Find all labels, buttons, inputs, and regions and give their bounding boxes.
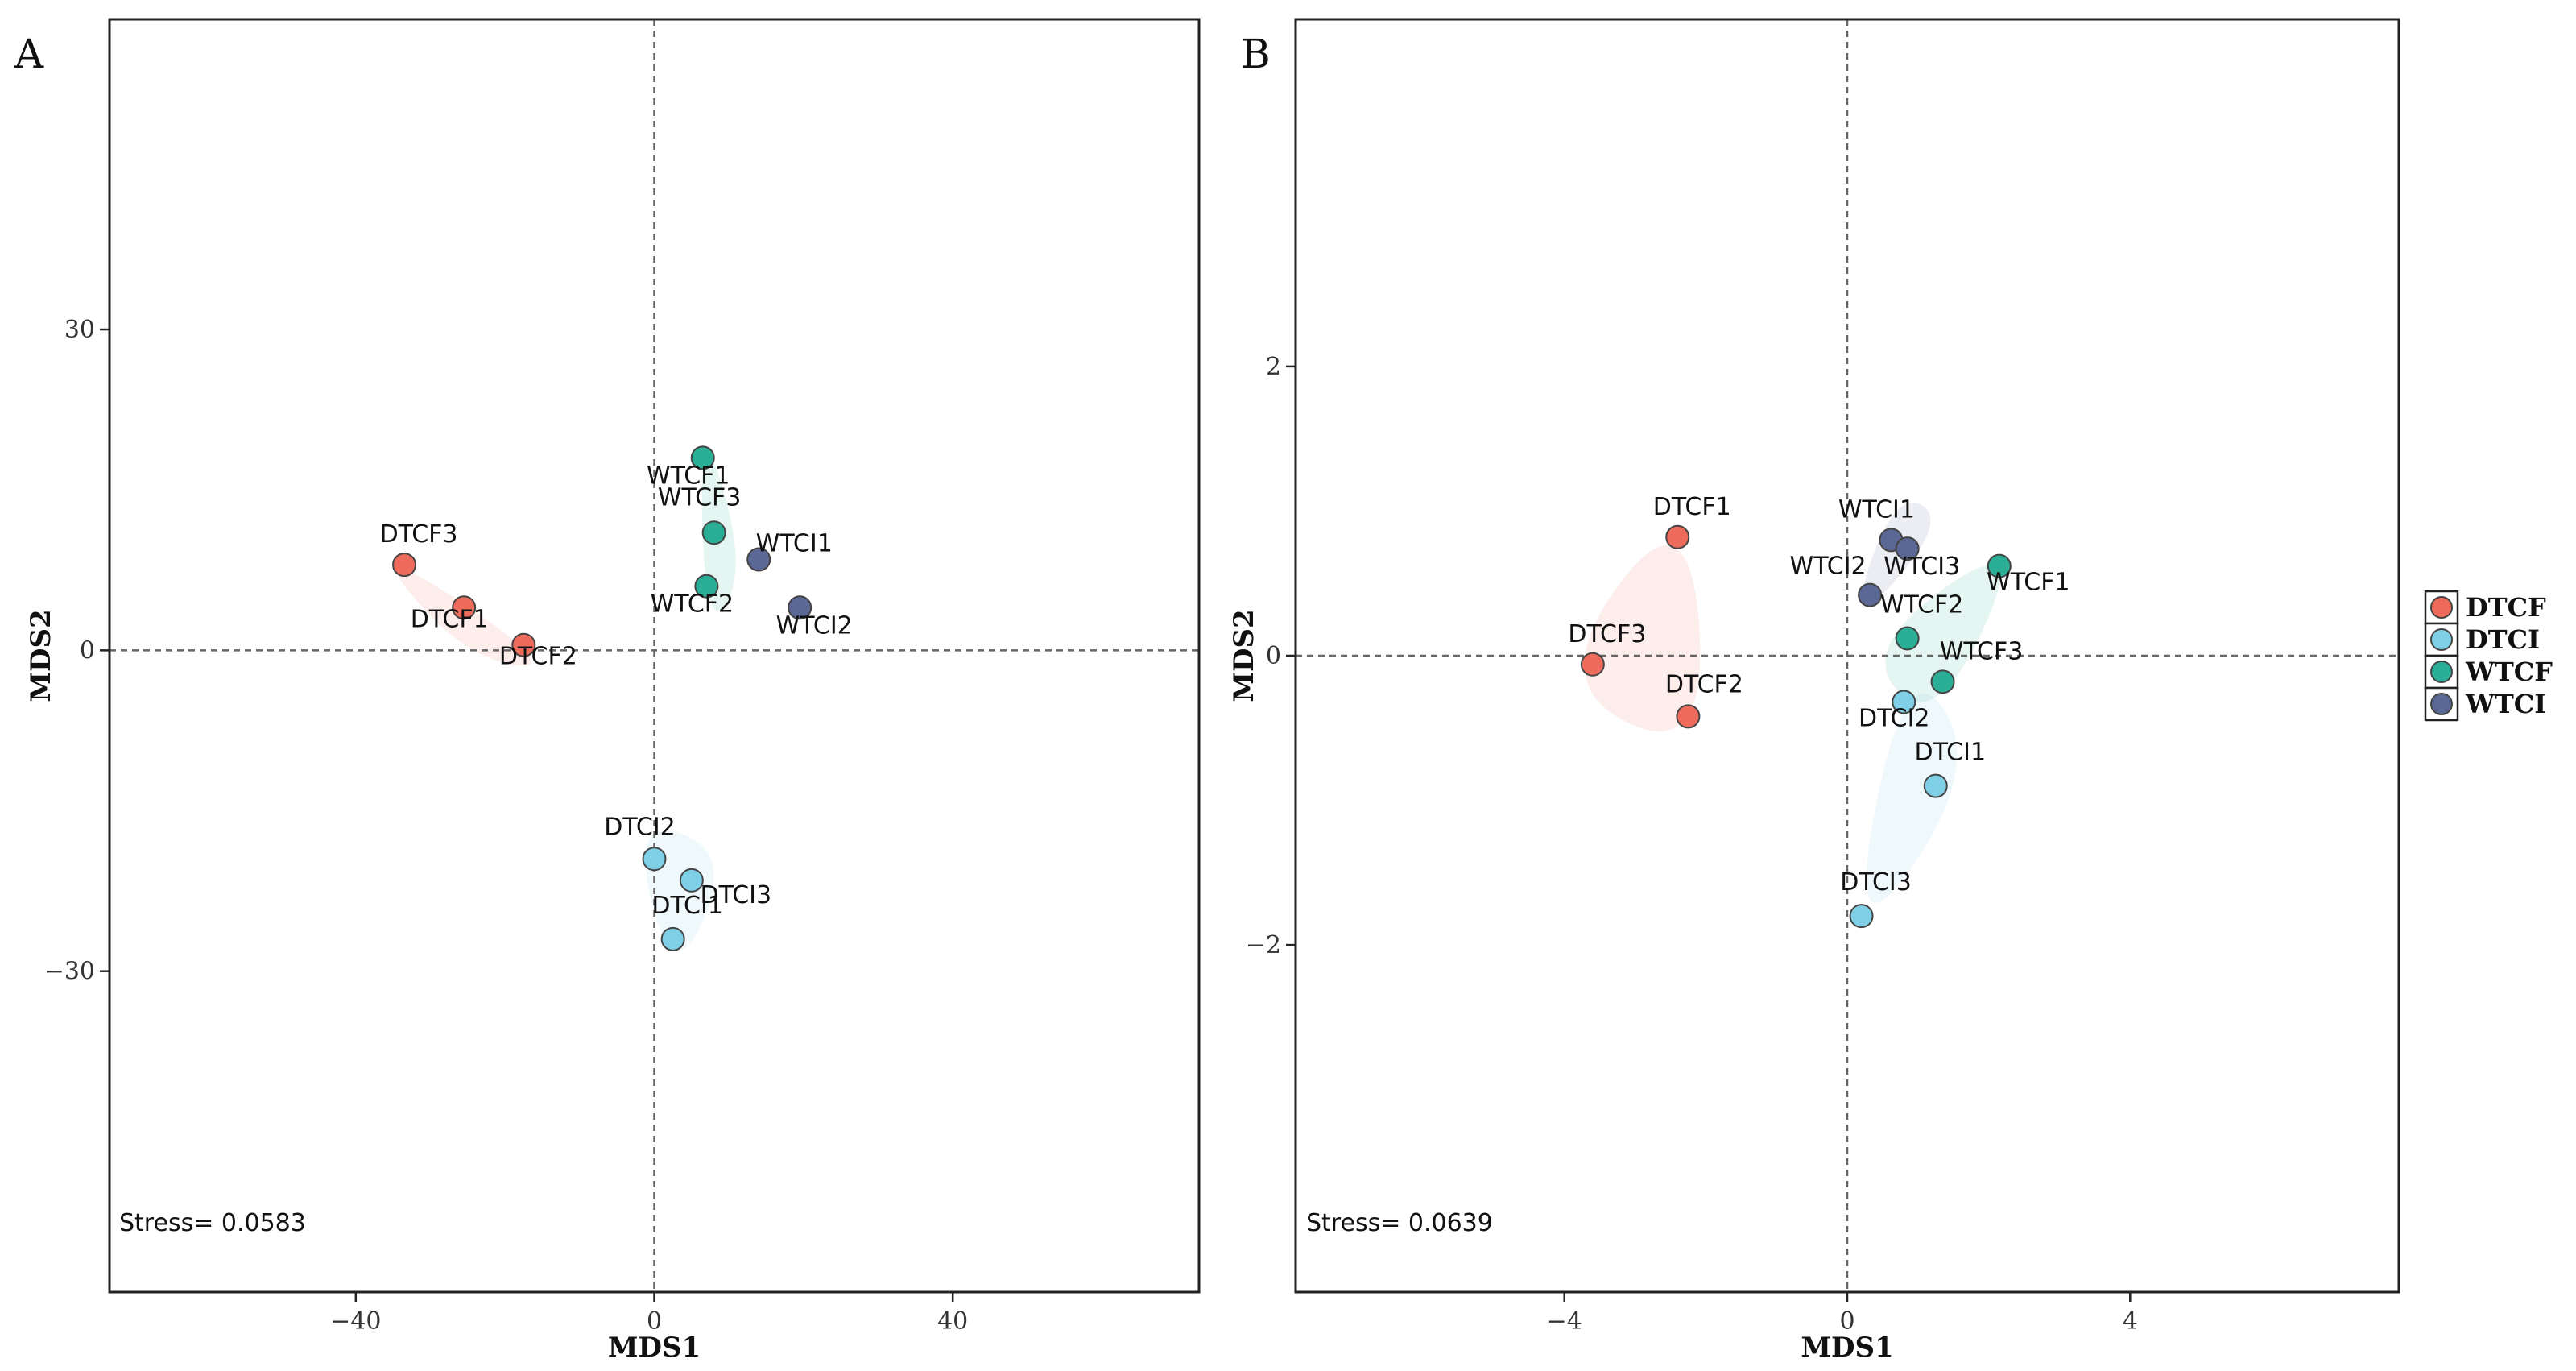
hull-dtci <box>1866 694 1958 903</box>
point-wtci3 <box>1895 536 1920 561</box>
legend-marker-wtcf <box>2430 661 2453 683</box>
y-tick-label: −30 <box>44 958 95 986</box>
point-dtcf2 <box>1676 704 1701 729</box>
y-tick-label: 0 <box>80 636 95 665</box>
panel-B: B −4 0 4 −2 0 2 MDS1 MDS2 DTCF1 DTCF2 DTCF3 DTCI1 DTC… <box>1228 18 2400 1364</box>
point-label-wtci3: WTCI3 <box>1883 553 1960 581</box>
x-axis-title: MDS1 <box>608 1332 701 1364</box>
point-label-wtcf2: WTCF2 <box>651 590 734 619</box>
y-axis-title: MDS2 <box>1228 609 1260 702</box>
point-dtci3 <box>1849 904 1874 929</box>
point-wtcf3 <box>1930 669 1955 694</box>
point-wtci1 <box>746 547 771 572</box>
point-dtcf2 <box>511 632 536 657</box>
point-wtcf3 <box>701 520 726 545</box>
point-label-dtcf3: DTCF3 <box>1568 620 1646 648</box>
point-dtci1 <box>1923 773 1948 798</box>
y-tick-label: 0 <box>1266 642 1281 670</box>
stress-annotation: Stress= 0.0639 <box>1306 1209 1493 1237</box>
legend-marker-dtcf <box>2430 596 2453 619</box>
legend-label-wtci: WTCI <box>2465 689 2546 719</box>
x-tick-label: 0 <box>647 1307 662 1336</box>
point-label-dtci3: DTCI3 <box>1840 868 1912 897</box>
legend-marker-dtci <box>2430 628 2453 651</box>
x-tick-label: 0 <box>1839 1307 1854 1336</box>
point-label-wtcf3: WTCF3 <box>658 483 742 512</box>
point-label-wtci2: WTCI2 <box>776 611 853 640</box>
point-dtci1 <box>660 926 685 951</box>
x-tick-label: 4 <box>2123 1307 2138 1336</box>
point-dtcf3 <box>1580 652 1605 677</box>
point-label-wtcf3: WTCF3 <box>1940 637 2024 665</box>
point-label-wtcf1: WTCF1 <box>1987 569 2070 597</box>
point-label-dtci2: DTCI2 <box>1859 704 1930 732</box>
point-wtci2 <box>788 595 812 620</box>
point-label-dtcf1: DTCF1 <box>1653 493 1731 521</box>
x-axis-title: MDS1 <box>1801 1332 1893 1364</box>
point-wtcf2 <box>1895 626 1920 651</box>
point-dtci2 <box>642 847 667 872</box>
point-dtci2 <box>1892 690 1916 714</box>
x-tick-label: −40 <box>330 1307 381 1336</box>
panel-A: A −40 0 40 −30 0 30 MDS1 MDS2 DTCF1 DTCF2 DTCF3 DTCI… <box>14 18 1201 1364</box>
point-label-dtcf2: DTCF2 <box>499 643 577 671</box>
legend-label-dtcf: DTCF <box>2466 592 2546 623</box>
point-label-wtcf2: WTCF2 <box>1880 590 1964 619</box>
point-label-dtcf1: DTCF1 <box>411 605 489 633</box>
point-label-dtcf2: DTCF2 <box>1665 670 1743 698</box>
point-label-wtci1: WTCI1 <box>1838 495 1915 524</box>
panel-letter: B <box>1241 31 1271 77</box>
y-tick-label: 30 <box>64 316 95 344</box>
point-label-dtci1: DTCI1 <box>651 892 723 920</box>
point-label-dtci2: DTCI2 <box>604 813 676 841</box>
point-label-wtci2: WTCI2 <box>1790 553 1867 581</box>
point-wtcf1 <box>1987 553 2012 578</box>
point-label-dtci1: DTCI1 <box>1914 739 1986 767</box>
legend-label-wtcf: WTCF <box>2465 657 2553 687</box>
point-dtcf1 <box>452 595 477 620</box>
hull-wtci <box>1861 502 1931 606</box>
hull-wtcf <box>1885 565 2000 702</box>
legend-marker-wtci <box>2430 693 2453 715</box>
point-label-wtcf1: WTCF1 <box>647 462 730 490</box>
y-axis-title: MDS2 <box>25 609 57 702</box>
x-tick-label: −4 <box>1547 1307 1582 1336</box>
point-label-dtci3: DTCI3 <box>701 881 772 909</box>
point-label-wtci1: WTCI1 <box>756 530 833 558</box>
point-wtcf1 <box>690 445 715 470</box>
point-dtcf1 <box>1665 524 1690 549</box>
y-tick-label: −2 <box>1246 931 1281 959</box>
point-wtci2 <box>1858 582 1883 607</box>
hull-dtcf <box>1584 545 1701 732</box>
point-dtcf3 <box>392 553 417 578</box>
x-tick-label: 40 <box>937 1307 968 1336</box>
legend-label-dtci: DTCI <box>2466 624 2540 655</box>
point-wtcf2 <box>694 574 719 599</box>
point-dtci3 <box>679 868 704 893</box>
y-tick-label: 2 <box>1266 353 1281 381</box>
stress-annotation: Stress= 0.0583 <box>119 1209 306 1237</box>
point-label-dtcf3: DTCF3 <box>380 520 458 549</box>
panel-letter: A <box>14 31 44 77</box>
